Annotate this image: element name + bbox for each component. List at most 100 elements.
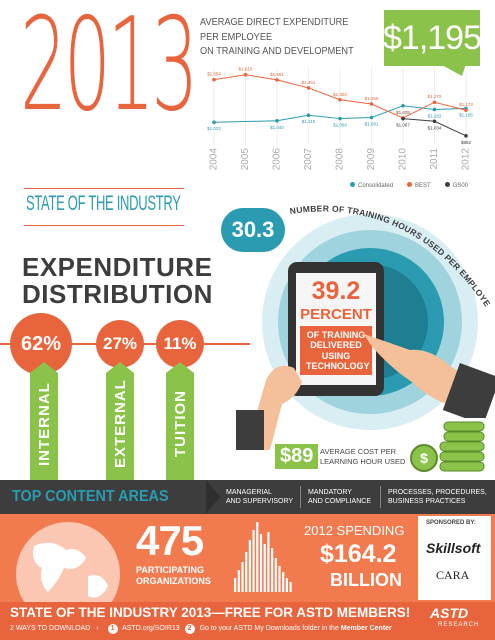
year-heading: 2013	[20, 0, 198, 140]
data-label: $1,303	[333, 92, 347, 97]
data-label: $1,195	[459, 112, 473, 117]
x-tick-label: 2004	[209, 148, 220, 171]
footer-title: STATE OF THE INDUSTRY 2013—FREE FOR ASTD…	[10, 605, 411, 620]
x-tick-label: 2009	[366, 148, 377, 171]
organizations-label: PARTICIPATING ORGANIZATIONS	[136, 565, 211, 588]
subtitle: STATE OF THE INDUSTRY	[26, 192, 181, 215]
coin-stack-icon: $	[410, 421, 485, 472]
data-point	[464, 134, 468, 138]
data-point	[369, 102, 374, 106]
spending-unit: BILLION	[330, 570, 402, 590]
data-point	[212, 77, 216, 82]
step-two-icon: 2	[184, 624, 195, 634]
data-label: $1,554	[207, 72, 221, 77]
legend-swatch	[407, 182, 413, 187]
content-area-line: AND COMPLIANCE	[308, 498, 372, 506]
data-label: $1,173	[459, 102, 473, 107]
data-point	[212, 120, 216, 125]
download-instructions: 2 WAYS TO DOWNLOAD › 1 ASTD.org/SOIR13 2…	[10, 624, 392, 634]
data-point	[432, 100, 437, 105]
left-hand-icon	[236, 365, 302, 450]
x-tick-label: 2010	[398, 148, 409, 171]
spending-amount: $164.2	[320, 540, 397, 568]
chart-title-line1: AVERAGE DIRECT EXPENDITURE PER EMPLOYEE	[200, 17, 349, 43]
data-point	[306, 113, 311, 117]
series-line-consolidated	[213, 105, 467, 123]
member-center-link[interactable]: Member Center	[340, 625, 392, 632]
step-one-icon: 1	[107, 624, 118, 634]
download-link[interactable]: ASTD.org/SOIR13	[122, 625, 180, 632]
content-area-line: MANAGERIAL	[226, 489, 272, 496]
callout-tail	[440, 64, 466, 76]
data-label: $1,272	[428, 94, 442, 99]
legend-label: BEST	[415, 183, 431, 189]
data-label: $1,067	[396, 123, 410, 128]
tablet-screen: 39.2 PERCENT OF TRAINING DELIVERED USING…	[296, 273, 376, 385]
content-area-item: MANDATORY AND COMPLIANCE	[308, 488, 371, 507]
decor-bar	[278, 566, 281, 592]
tuition-arrow	[166, 362, 194, 373]
chart-title-line2: ON TRAINING AND DEVELOPMENT	[200, 46, 354, 57]
expenditure-title: EXPENDITURE DISTRIBUTION	[22, 253, 213, 309]
legend-swatch	[350, 182, 355, 187]
decor-bar	[274, 558, 277, 592]
skillsoft-logo: Skillsoft	[426, 540, 481, 556]
internal-label: INTERNAL	[35, 382, 53, 466]
x-tick-label: 2005	[240, 148, 251, 171]
data-point	[369, 115, 374, 120]
divider	[24, 225, 184, 226]
tuition-bar: TUITION	[166, 373, 194, 480]
content-areas-title: TOP CONTENT AREAS	[12, 488, 169, 505]
decor-bar	[267, 532, 270, 592]
content-area-line: MANDATORY	[308, 489, 352, 496]
cara-logo: CARA	[436, 568, 470, 582]
content-area-item: MANAGERIAL AND SUPERVISORY	[226, 488, 293, 507]
external-label: EXTERNAL	[111, 379, 129, 469]
data-point	[432, 119, 437, 124]
band-chevron	[206, 480, 220, 514]
divider	[300, 486, 301, 508]
highlight-price: $1,195	[383, 10, 482, 66]
decor-bar	[289, 582, 292, 592]
astd-logo: ASTD	[430, 605, 469, 621]
internal-bar: INTERNAL	[30, 373, 58, 480]
data-point	[464, 108, 468, 112]
spending-bars-decoration	[234, 522, 292, 592]
tech-desc-line: OF TRAINING	[306, 330, 366, 340]
content-area-line: BUSINESS PRACTICES	[388, 498, 466, 506]
x-tick-label: 2006	[272, 148, 283, 171]
data-point	[432, 107, 437, 112]
legend-swatch	[444, 182, 450, 187]
chart-title: AVERAGE DIRECT EXPENDITURE PER EMPLOYEE …	[200, 16, 366, 60]
legend-item: BEST	[407, 182, 431, 189]
data-point	[338, 97, 342, 102]
cost-label-line: AVERAGE COST PER	[320, 447, 396, 456]
decor-bar	[259, 534, 263, 592]
data-point	[401, 116, 405, 121]
data-point	[306, 86, 311, 90]
data-point	[401, 103, 405, 108]
content-areas-band	[0, 480, 495, 514]
right-hand-icon	[364, 334, 495, 418]
data-label: $1,068	[333, 123, 347, 128]
data-label: $1,228	[396, 110, 410, 115]
decor-bar	[263, 544, 266, 592]
divider	[24, 188, 184, 189]
decor-bar	[285, 578, 288, 592]
data-label: $1,551	[270, 72, 284, 77]
data-label: $1,616	[239, 67, 253, 72]
data-label: $1,034	[428, 125, 442, 130]
decor-bar	[282, 572, 285, 592]
organizations-count: 475	[136, 517, 204, 564]
sponsor-label: SPONSORED BY:	[426, 520, 476, 526]
data-point	[338, 116, 342, 121]
legend-label: Consolidated	[358, 183, 394, 189]
download-instruction-text: Go to your ASTD My Downloads folder in t…	[199, 625, 339, 632]
data-label: $1,110	[302, 119, 316, 124]
bar-arrows	[30, 362, 194, 373]
internal-arrow	[30, 362, 58, 373]
data-label: $1,250	[365, 96, 379, 101]
x-tick-label: 2007	[303, 148, 314, 171]
data-label: $1,075	[396, 110, 410, 115]
decor-bar	[237, 570, 240, 592]
